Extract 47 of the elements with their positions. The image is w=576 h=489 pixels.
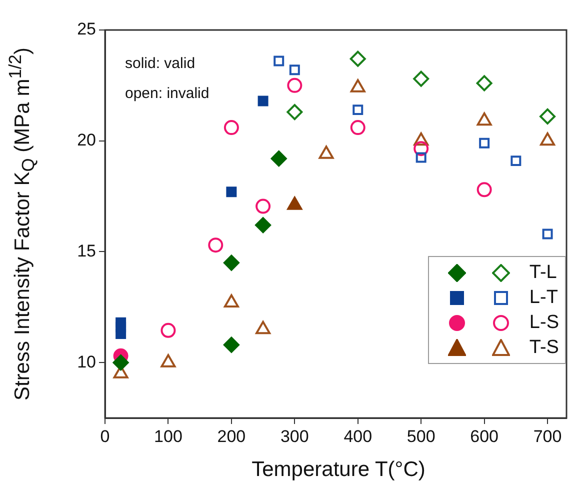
point bbox=[414, 141, 429, 156]
point bbox=[476, 75, 492, 92]
x-tick-label: 700 bbox=[533, 426, 562, 446]
point bbox=[208, 238, 224, 253]
y-tick-label: 25 bbox=[77, 20, 96, 39]
point bbox=[416, 152, 426, 163]
x-tick-label: 500 bbox=[406, 426, 436, 446]
legend-label: T-L bbox=[529, 262, 557, 284]
x-tick-label: 100 bbox=[154, 426, 182, 446]
point bbox=[479, 138, 490, 148]
point bbox=[287, 78, 302, 93]
x-tick-label: 300 bbox=[280, 426, 309, 446]
x-tick-label: 400 bbox=[344, 426, 372, 446]
point bbox=[223, 254, 240, 271]
y-tick-label: 20 bbox=[77, 130, 96, 150]
point bbox=[286, 104, 303, 120]
point bbox=[476, 182, 492, 198]
point bbox=[350, 50, 366, 67]
point bbox=[258, 96, 268, 106]
x-axis-title: Temperature T(°C) bbox=[250, 458, 426, 482]
point bbox=[160, 322, 176, 338]
annotation: solid: valid bbox=[125, 55, 196, 72]
point bbox=[352, 104, 364, 116]
point bbox=[112, 354, 129, 371]
point bbox=[255, 217, 272, 234]
legend-label: L-S bbox=[529, 312, 559, 334]
point bbox=[510, 156, 522, 166]
y-tick-label: 10 bbox=[77, 352, 96, 372]
point bbox=[274, 56, 284, 66]
y-tick-label: 15 bbox=[77, 241, 96, 260]
point bbox=[413, 70, 430, 87]
annotation: open: invalid bbox=[125, 85, 210, 102]
point bbox=[270, 150, 287, 167]
x-tick-label: 0 bbox=[100, 426, 110, 446]
point bbox=[350, 120, 366, 136]
point bbox=[256, 198, 271, 214]
x-tick-label: 600 bbox=[470, 426, 499, 446]
point bbox=[540, 108, 556, 124]
x-tick-label: 200 bbox=[217, 426, 246, 446]
legend-label: T-S bbox=[529, 336, 559, 358]
point bbox=[289, 64, 300, 76]
point bbox=[224, 120, 239, 136]
point bbox=[116, 317, 126, 328]
point bbox=[223, 336, 240, 353]
legend-label: L-T bbox=[529, 286, 558, 308]
point bbox=[226, 186, 237, 198]
point bbox=[542, 228, 553, 240]
